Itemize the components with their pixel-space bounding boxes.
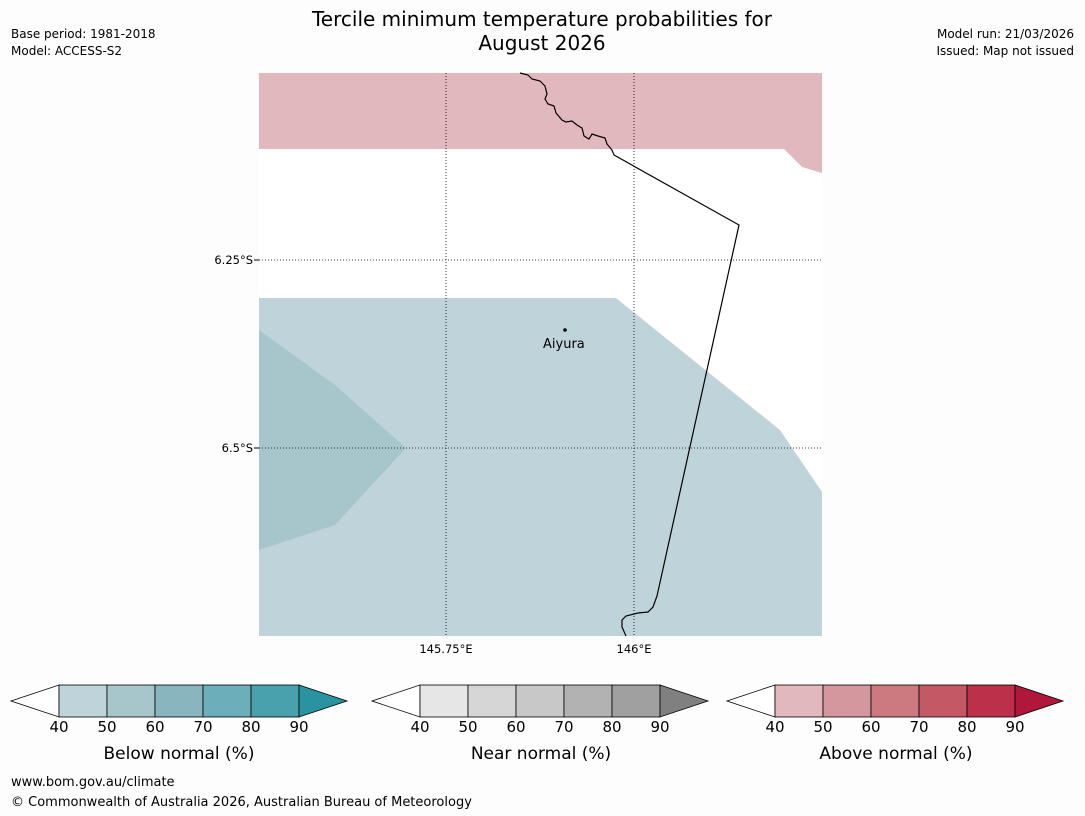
map-title: Tercile minimum temperature probabilitie…	[242, 7, 842, 55]
legend-title-above: Above normal (%)	[819, 744, 973, 764]
legend-tick: 70	[193, 718, 213, 736]
below-normal-region-40-50	[259, 298, 822, 636]
colorbar-over-arrow	[298, 684, 349, 718]
lon-label-146: 146°E	[616, 642, 652, 656]
legend-tick: 60	[145, 718, 165, 736]
colorbar-segment-60-70	[515, 684, 565, 718]
colorbar-segment-80-90	[966, 684, 1016, 718]
legend-below-normal	[10, 684, 350, 720]
legend-tick: 70	[554, 718, 574, 736]
legend-tick: 60	[506, 718, 526, 736]
legend-tick: 60	[861, 718, 881, 736]
footer-url[interactable]: www.bom.gov.au/climate	[11, 775, 175, 790]
colorbar-above	[726, 684, 1065, 718]
legend-tick: 50	[97, 718, 117, 736]
legend-tick: 80	[957, 718, 977, 736]
legend-tick: 80	[602, 718, 622, 736]
lat-label-6.5: 6.5°S	[221, 441, 253, 455]
legend-tick: 70	[909, 718, 929, 736]
legend-tick: 40	[49, 718, 69, 736]
title-line-1: Tercile minimum temperature probabilitie…	[311, 7, 773, 31]
colorbar-segment-50-60	[822, 684, 872, 718]
colorbar-segment-80-90	[250, 684, 300, 718]
legend-tick: 90	[289, 718, 309, 736]
legend-tick: 40	[765, 718, 785, 736]
legend-tick: 50	[458, 718, 478, 736]
base-period-text: Base period: 1981-2018	[11, 27, 156, 41]
colorbar-segment-70-80	[202, 684, 252, 718]
colorbar-segment-70-80	[918, 684, 968, 718]
colorbar-below	[10, 684, 349, 718]
legend-tick: 90	[650, 718, 670, 736]
colorbar-over-arrow	[659, 684, 710, 718]
colorbar-under-arrow	[726, 684, 776, 718]
colorbar-segment-60-70	[154, 684, 204, 718]
probability-map[interactable]	[0, 0, 1085, 680]
colorbar-over-arrow	[1014, 684, 1065, 718]
place-label-aiyura: Aiyura	[543, 337, 585, 352]
issued-text: Issued: Map not issued	[936, 44, 1074, 58]
aiyura-marker	[563, 328, 567, 332]
legend-tick: 80	[241, 718, 261, 736]
colorbar-segment-60-70	[870, 684, 920, 718]
colorbar-segment-40-50	[419, 684, 469, 718]
model-text: Model: ACCESS-S2	[11, 44, 123, 58]
colorbar-segment-40-50	[58, 684, 108, 718]
lat-label-6.25: 6.25°S	[214, 253, 253, 267]
legend-tick: 40	[410, 718, 430, 736]
colorbar-segment-40-50	[774, 684, 824, 718]
legend-near-normal	[371, 684, 711, 720]
legend-tick: 50	[813, 718, 833, 736]
metadata-left: Base period: 1981-2018 Model: ACCESS-S2	[11, 26, 156, 60]
legend-tick: 90	[1005, 718, 1025, 736]
colorbar-near	[371, 684, 710, 718]
province-border	[519, 72, 740, 637]
below-normal-region-50-60	[259, 330, 406, 550]
above-normal-region	[259, 73, 822, 173]
legend-title-near: Near normal (%)	[470, 744, 612, 764]
lon-label-145.75: 145.75°E	[419, 642, 473, 656]
metadata-right: Model run: 21/03/2026 Issued: Map not is…	[936, 26, 1074, 60]
colorbar-under-arrow	[371, 684, 421, 718]
colorbar-under-arrow	[10, 684, 60, 718]
footer-copyright: © Commonwealth of Australia 2026, Austra…	[11, 795, 472, 810]
colorbar-segment-50-60	[106, 684, 156, 718]
title-line-2: August 2026	[478, 31, 606, 55]
legend-above-normal	[726, 684, 1066, 720]
legend-title-below: Below normal (%)	[103, 744, 255, 764]
colorbar-segment-50-60	[467, 684, 517, 718]
colorbar-segment-70-80	[563, 684, 613, 718]
model-run-text: Model run: 21/03/2026	[936, 27, 1074, 41]
colorbar-segment-80-90	[611, 684, 661, 718]
